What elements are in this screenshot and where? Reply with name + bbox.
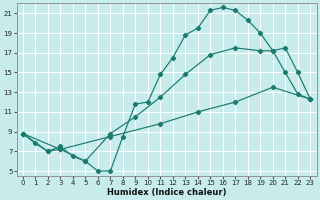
X-axis label: Humidex (Indice chaleur): Humidex (Indice chaleur) — [107, 188, 226, 197]
